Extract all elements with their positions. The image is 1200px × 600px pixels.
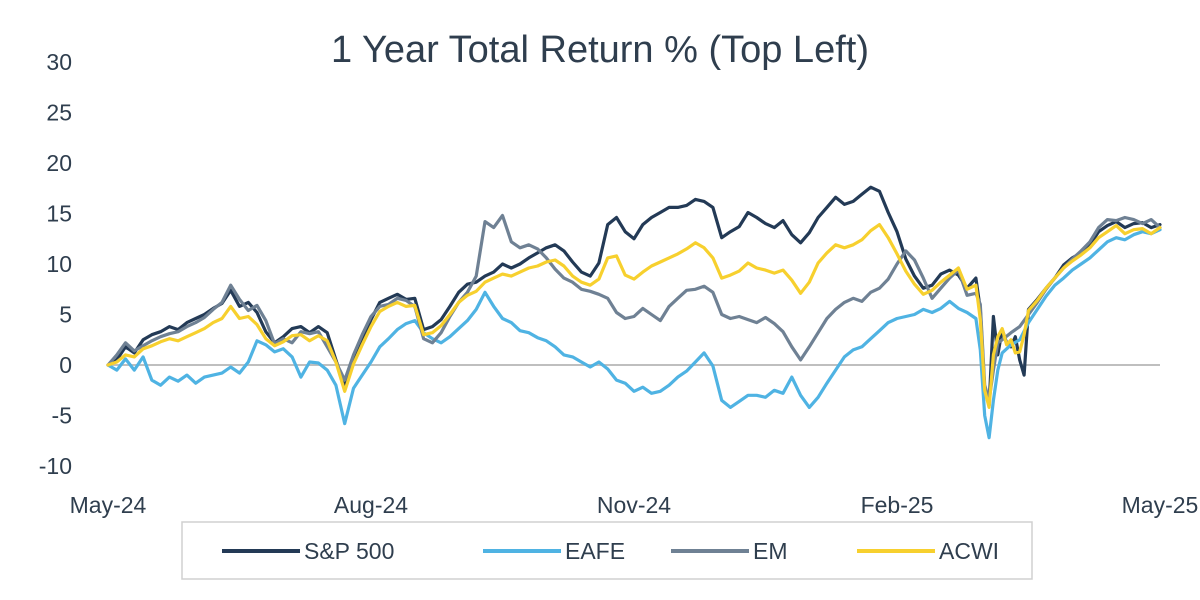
y-tick-label: -10 xyxy=(39,453,72,479)
y-tick-label: 5 xyxy=(59,302,72,328)
series-line-acwi xyxy=(106,223,1162,409)
x-tick-label: Feb-25 xyxy=(861,492,934,518)
y-axis-ticks: -10 -5 0 5 10 15 20 25 30 xyxy=(39,49,72,479)
x-axis-ticks: May-24 Aug-24 Nov-24 Feb-25 May-25 xyxy=(70,492,1199,518)
series-lines xyxy=(106,185,1162,440)
y-tick-label: 10 xyxy=(46,251,72,277)
y-tick-label: -5 xyxy=(52,403,72,429)
legend: S&P 500 EAFE EM ACWI xyxy=(181,521,1033,580)
series-line-eafe xyxy=(106,228,1162,440)
x-tick-label: May-25 xyxy=(1122,492,1199,518)
series-line-s-p-500 xyxy=(106,185,1162,407)
legend-label: S&P 500 xyxy=(304,538,394,564)
y-tick-label: 30 xyxy=(46,49,72,75)
x-tick-label: Aug-24 xyxy=(334,492,408,518)
y-tick-label: 15 xyxy=(46,201,72,227)
legend-label: EM xyxy=(753,538,788,564)
y-tick-label: 0 xyxy=(59,352,72,378)
chart-title: 1 Year Total Return % (Top Left) xyxy=(331,29,869,71)
x-tick-label: May-24 xyxy=(70,492,147,518)
y-tick-label: 20 xyxy=(46,150,72,176)
legend-label: EAFE xyxy=(565,538,625,564)
series-line-em xyxy=(106,213,1162,402)
y-tick-label: 25 xyxy=(46,100,72,126)
legend-label: ACWI xyxy=(939,538,999,564)
x-tick-label: Nov-24 xyxy=(597,492,671,518)
